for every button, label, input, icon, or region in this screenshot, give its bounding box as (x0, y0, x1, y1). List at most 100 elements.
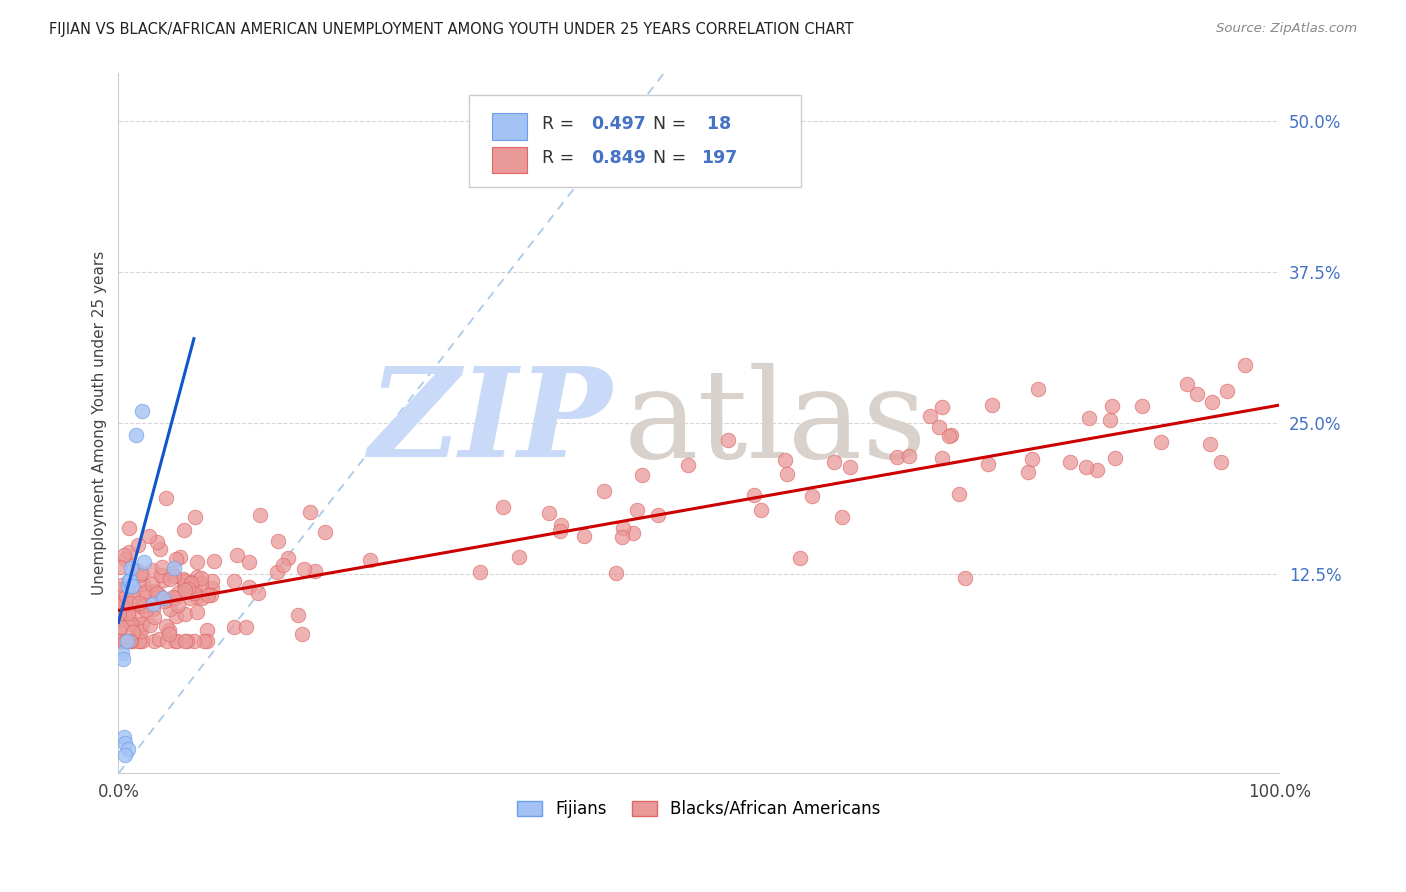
Point (114, 633, 136, 648)
Text: 197: 197 (702, 149, 738, 168)
Point (129, 568, 152, 582)
Point (142, 598, 165, 612)
Point (143, 633, 166, 648)
Point (118, 521, 141, 535)
Point (162, 590, 184, 604)
Text: atlas: atlas (623, 363, 927, 483)
Point (112, 599, 135, 614)
Point (148, 632, 170, 646)
Y-axis label: Unemployment Among Youth under 25 years: Unemployment Among Youth under 25 years (93, 251, 107, 595)
Point (1150, 434, 1173, 449)
Point (110, 582, 132, 597)
Point (142, 610, 165, 624)
Point (167, 598, 190, 612)
Point (134, 599, 156, 613)
Point (491, 500, 513, 514)
Point (195, 633, 218, 648)
Point (117, 611, 139, 625)
Point (150, 567, 173, 582)
Point (120, 591, 142, 605)
Point (128, 623, 150, 637)
Point (918, 409, 941, 423)
Point (146, 535, 169, 549)
Point (111, 646, 134, 660)
Text: Source: ZipAtlas.com: Source: ZipAtlas.com (1216, 22, 1357, 36)
Point (125, 563, 148, 577)
Point (152, 573, 174, 587)
Point (110, 613, 132, 627)
Point (938, 428, 960, 442)
Point (1074, 460, 1097, 475)
Point (120, 617, 142, 632)
Point (179, 591, 201, 605)
Point (605, 566, 627, 580)
Point (1098, 413, 1121, 427)
Point (108, 606, 131, 620)
Point (114, 551, 136, 566)
Point (247, 586, 270, 600)
Point (886, 450, 908, 464)
Point (127, 538, 149, 552)
Point (174, 574, 197, 588)
Point (118, 545, 141, 559)
Point (111, 633, 134, 648)
Point (222, 574, 245, 588)
Point (120, 596, 142, 610)
Point (139, 618, 162, 632)
Point (173, 579, 195, 593)
Point (108, 597, 131, 611)
Point (176, 582, 198, 597)
Point (122, 625, 145, 640)
Point (110, 599, 132, 613)
Point (1201, 395, 1223, 409)
Point (249, 508, 271, 522)
Point (129, 599, 152, 613)
Point (190, 576, 212, 591)
Point (173, 582, 195, 597)
Point (108, 621, 131, 635)
Point (165, 551, 187, 566)
Point (647, 508, 669, 522)
Point (823, 455, 845, 469)
Point (266, 566, 288, 580)
Point (163, 633, 186, 648)
FancyBboxPatch shape (470, 95, 801, 187)
Point (150, 560, 173, 574)
Point (626, 503, 648, 517)
Text: N =: N = (652, 149, 692, 168)
Point (112, 730, 135, 744)
Point (186, 570, 208, 584)
Point (110, 633, 132, 648)
Point (180, 576, 202, 591)
Point (108, 560, 131, 574)
Point (304, 564, 326, 578)
Point (112, 633, 135, 648)
Point (132, 555, 155, 569)
Point (135, 603, 157, 617)
Point (238, 581, 260, 595)
Point (118, 573, 141, 587)
Point (111, 578, 134, 592)
Point (112, 548, 135, 562)
Point (114, 589, 136, 603)
Point (186, 555, 208, 569)
Point (267, 533, 290, 548)
Point (162, 569, 184, 583)
Point (298, 505, 321, 519)
Point (141, 577, 163, 591)
Point (125, 428, 148, 442)
Point (195, 623, 218, 637)
Point (238, 555, 260, 569)
Point (138, 529, 160, 543)
Point (191, 591, 214, 606)
Point (173, 633, 195, 648)
Point (127, 609, 149, 624)
Point (621, 525, 644, 540)
Point (128, 596, 150, 610)
Point (550, 524, 572, 538)
Point (110, 633, 132, 648)
Point (160, 566, 183, 581)
Point (976, 457, 998, 471)
Point (1026, 382, 1049, 396)
Point (121, 633, 143, 648)
